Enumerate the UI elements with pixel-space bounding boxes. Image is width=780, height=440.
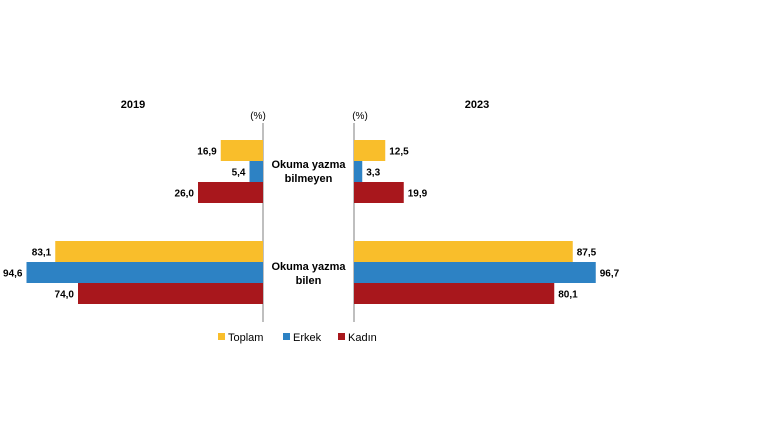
category-label-2-line-1: Okuma yazma bbox=[272, 261, 347, 273]
category-label-2-line-2: bilen bbox=[296, 275, 322, 287]
legend-label-1: Toplam bbox=[228, 332, 263, 344]
data-label-2019-toplam-cat2: 83,1 bbox=[32, 248, 52, 259]
data-label-2023-kadın-cat2: 80,1 bbox=[558, 290, 578, 301]
legend-label-2: Erkek bbox=[293, 332, 322, 344]
bar-2023-erkek-cat1 bbox=[354, 161, 363, 182]
category-label-1-line-1: Okuma yazma bbox=[272, 159, 347, 171]
data-label-2019-toplam-cat1: 16,9 bbox=[197, 147, 217, 158]
data-label-2023-kadın-cat1: 19,9 bbox=[408, 189, 428, 200]
bar-2019-erkek-cat1 bbox=[249, 161, 263, 182]
data-label-2019-kadın-cat2: 74,0 bbox=[55, 290, 75, 301]
bar-2019-erkek-cat2 bbox=[26, 262, 263, 283]
panel-title-2019: 2019 bbox=[121, 99, 145, 111]
bar-2023-toplam-cat2 bbox=[354, 241, 573, 262]
data-label-2023-erkek-cat1: 3,3 bbox=[366, 168, 380, 179]
bar-2019-toplam-cat1 bbox=[220, 140, 263, 161]
data-label-2019-erkek-cat2: 94,6 bbox=[3, 269, 23, 280]
data-label-2023-toplam-cat1: 12,5 bbox=[389, 147, 409, 158]
data-label-2019-kadın-cat1: 26,0 bbox=[175, 189, 195, 200]
unit-label-2023: (%) bbox=[352, 111, 368, 122]
legend-swatch-3 bbox=[338, 333, 345, 340]
bar-2023-erkek-cat2 bbox=[354, 262, 596, 283]
bar-2019-kadın-cat2 bbox=[78, 283, 263, 304]
bar-2023-kadın-cat1 bbox=[354, 182, 404, 203]
panel-title-2023: 2023 bbox=[465, 99, 489, 111]
bar-2023-toplam-cat1 bbox=[354, 140, 386, 161]
legend-swatch-1 bbox=[218, 333, 225, 340]
data-label-2019-erkek-cat1: 5,4 bbox=[232, 168, 246, 179]
legend-swatch-2 bbox=[283, 333, 290, 340]
category-label-1-line-2: bilmeyen bbox=[285, 173, 333, 185]
data-label-2023-toplam-cat2: 87,5 bbox=[577, 248, 597, 259]
bar-2019-toplam-cat2 bbox=[55, 241, 263, 262]
bar-2023-kadın-cat2 bbox=[354, 283, 555, 304]
bar-2019-kadın-cat1 bbox=[198, 182, 263, 203]
legend-label-3: Kadın bbox=[348, 332, 377, 344]
unit-label-2019: (%) bbox=[250, 111, 266, 122]
data-label-2023-erkek-cat2: 96,7 bbox=[600, 269, 620, 280]
